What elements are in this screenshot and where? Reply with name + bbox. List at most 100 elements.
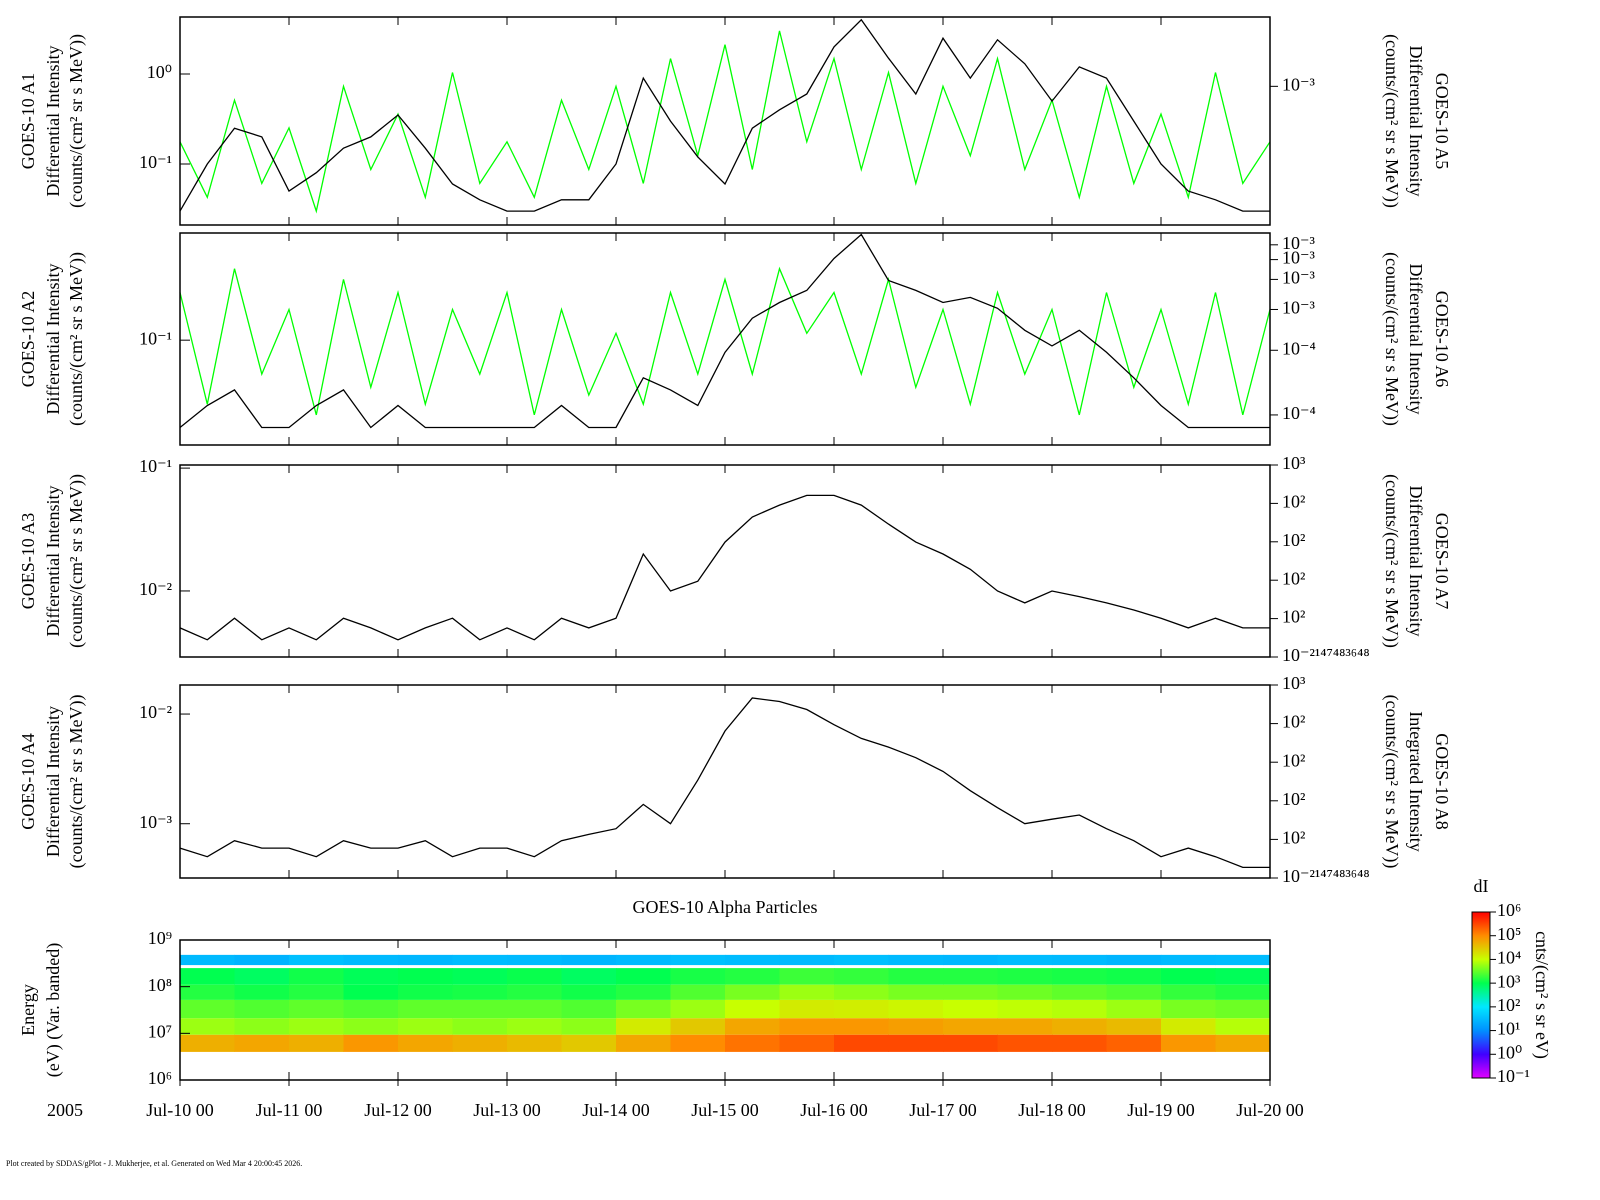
spectrogram-cell bbox=[997, 984, 1053, 1000]
spectrogram-cell bbox=[561, 999, 617, 1019]
spectrogram-cell bbox=[234, 999, 290, 1019]
y2-tick-label: 10⁻²¹⁴⁷⁴⁸³⁶⁴⁸ bbox=[1282, 645, 1370, 665]
spectrogram-cell bbox=[670, 954, 726, 966]
spectrogram-cell bbox=[234, 984, 290, 1000]
y2-tick-label: 10⁻²¹⁴⁷⁴⁸³⁶⁴⁸ bbox=[1282, 866, 1370, 886]
spectrogram-cell bbox=[1161, 999, 1216, 1019]
spectrogram-cell bbox=[507, 1034, 562, 1052]
y-tick-label: 10⁻² bbox=[139, 702, 172, 722]
y-tick-label: 10⁹ bbox=[148, 928, 172, 948]
spectrogram-cell bbox=[670, 968, 726, 985]
spectrogram-cell bbox=[1052, 954, 1107, 966]
spectrogram-cell bbox=[343, 954, 399, 966]
spectrogram-cell bbox=[343, 1034, 399, 1052]
spectrogram-cell bbox=[452, 984, 508, 1000]
y2-axis-label: Integrated Intensity bbox=[1406, 711, 1426, 851]
colorbar bbox=[1471, 911, 1491, 1079]
y2-tick-label: 10² bbox=[1282, 492, 1305, 512]
y2-axis-label: GOES-10 A6 bbox=[1432, 291, 1452, 388]
y2-axis-label: GOES-10 A5 bbox=[1432, 73, 1452, 170]
spectrogram-cell bbox=[398, 968, 453, 985]
y-axis-label: (eV) (Var. banded) bbox=[43, 943, 64, 1077]
y-tick-label: 10⁻¹ bbox=[139, 328, 172, 348]
y-axis-label: Differential Intensity bbox=[43, 706, 63, 857]
spectrogram-cell bbox=[1161, 954, 1216, 966]
spectrogram-cell bbox=[507, 968, 562, 985]
spectrogram-cell bbox=[398, 1018, 453, 1035]
spectrogram-cell bbox=[725, 954, 780, 966]
spectrogram-cell bbox=[1106, 954, 1162, 966]
y2-tick-label: 10² bbox=[1282, 828, 1305, 848]
spectrogram-cell bbox=[452, 968, 508, 985]
x-tick-label: Jul-20 00 bbox=[1236, 1100, 1304, 1120]
y2-axis-label: Differential Intensity bbox=[1406, 263, 1426, 414]
panel-title: GOES-10 Alpha Particles bbox=[633, 897, 818, 917]
spectrogram-cell bbox=[779, 984, 835, 1000]
spectrogram-cell bbox=[343, 1018, 399, 1035]
spectrogram-cell bbox=[997, 999, 1053, 1019]
spectrogram-cell bbox=[180, 999, 235, 1019]
spectrogram-cell bbox=[888, 954, 944, 966]
y2-axis-label: GOES-10 A7 bbox=[1432, 513, 1452, 610]
spectrogram-cell bbox=[180, 968, 235, 985]
colorbar-label: cnts/(cm² s sr eV) bbox=[1531, 931, 1552, 1059]
x-tick-label: Jul-17 00 bbox=[909, 1100, 977, 1120]
y-tick-label: 10⁻³ bbox=[139, 812, 173, 832]
spectrogram-cell bbox=[670, 999, 726, 1019]
spectrogram-cell bbox=[1106, 1018, 1162, 1035]
data-line bbox=[179, 697, 1270, 869]
spectrogram-cell bbox=[997, 1018, 1053, 1035]
x-tick-label: Jul-19 00 bbox=[1127, 1100, 1195, 1120]
spectrogram-cell bbox=[888, 984, 944, 1000]
colorbar-tick-label: 10³ bbox=[1497, 971, 1521, 991]
spectrogram-cell bbox=[725, 968, 780, 985]
spectrogram-cell bbox=[343, 999, 399, 1019]
x-tick-label: Jul-14 00 bbox=[582, 1100, 650, 1120]
spectrogram-cell bbox=[234, 954, 290, 966]
spectrogram-cell bbox=[1215, 1034, 1271, 1052]
x-tick-label: Jul-12 00 bbox=[364, 1100, 432, 1120]
spectrogram-cell bbox=[1052, 999, 1107, 1019]
spectrogram-cell bbox=[180, 1018, 235, 1035]
spectrogram-cell bbox=[725, 1018, 780, 1035]
spectrogram-cell bbox=[943, 1018, 998, 1035]
y2-tick-label: 10² bbox=[1282, 607, 1305, 627]
spectrogram-cell bbox=[834, 1018, 889, 1035]
panel-frame bbox=[179, 464, 1271, 658]
spectrogram-cell bbox=[180, 954, 235, 966]
spectrogram-cell bbox=[234, 1034, 290, 1052]
data-line bbox=[179, 266, 1271, 416]
spectrogram-cell bbox=[834, 954, 889, 966]
colorbar-tick-label: 10⁶ bbox=[1497, 900, 1521, 920]
spectrogram-cell bbox=[997, 968, 1053, 985]
panel-frame bbox=[179, 16, 1271, 226]
spectrogram-cell bbox=[888, 1034, 944, 1052]
spectrogram-cell bbox=[779, 1034, 835, 1052]
spectrogram-cell bbox=[1052, 1034, 1107, 1052]
colorbar-title: dI bbox=[1474, 876, 1489, 896]
y-axis-label: (counts/(cm² sr s MeV)) bbox=[66, 695, 87, 869]
y-tick-label: 10⁸ bbox=[148, 975, 172, 995]
spectrogram-cell bbox=[289, 1034, 344, 1052]
spectrogram-cell bbox=[289, 968, 344, 985]
y-axis-label: GOES-10 A2 bbox=[18, 291, 38, 388]
y2-tick-label: 10⁻³ bbox=[1282, 298, 1316, 318]
colorbar-tick-label: 10⁴ bbox=[1497, 948, 1521, 968]
spectrogram-cell bbox=[834, 968, 889, 985]
spectrogram-cell bbox=[343, 968, 399, 985]
spectrogram-cell bbox=[834, 999, 889, 1019]
y-tick-label: 10⁻¹ bbox=[139, 152, 172, 172]
spectrogram-cell bbox=[1215, 984, 1271, 1000]
y2-tick-label: 10² bbox=[1282, 712, 1305, 732]
spectrogram-cell bbox=[834, 1034, 889, 1052]
y2-tick-label: 10⁻³ bbox=[1282, 74, 1316, 94]
panel: 10⁻¹ 10⁻² 10³ 10² 10² 10² 10² 10⁻²¹⁴⁷⁴⁸³⁶⁴⁸ GOES… bbox=[18, 453, 1452, 665]
y2-tick-label: 10⁻⁴ bbox=[1282, 403, 1316, 423]
spectrogram-cell bbox=[234, 1018, 290, 1035]
spectrogram-cell bbox=[616, 1018, 671, 1035]
spectrogram-cell bbox=[943, 954, 998, 966]
y2-tick-label: 10⁻⁴ bbox=[1282, 338, 1316, 358]
y-axis-label: GOES-10 A4 bbox=[18, 733, 38, 830]
spectrogram-cell bbox=[289, 1018, 344, 1035]
data-line bbox=[179, 233, 1270, 429]
